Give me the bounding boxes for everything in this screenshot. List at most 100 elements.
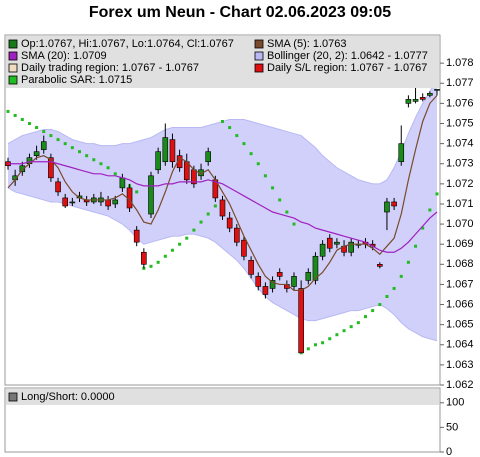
sar-dot: [149, 264, 153, 268]
candle-body: [376, 264, 383, 267]
candle-body: [305, 272, 312, 281]
candle-body: [412, 99, 419, 102]
legend-label: Long/Short: 0.0000: [21, 391, 115, 403]
candle-body: [69, 201, 76, 204]
candle-body: [169, 139, 176, 163]
sar-dot: [6, 109, 10, 113]
sar-dot: [35, 126, 39, 130]
candle-body: [234, 227, 240, 243]
sar-dot: [228, 126, 232, 130]
legend-swatch: [254, 63, 264, 73]
sar-dot: [163, 254, 167, 258]
sar-dot: [42, 130, 46, 134]
sar-dot: [249, 152, 253, 156]
sar-dot: [27, 122, 31, 126]
sar-dot: [113, 172, 117, 176]
sar-dot: [85, 154, 89, 158]
indicator-line: [8, 161, 438, 253]
legend-swatch: [8, 51, 18, 61]
legend-swatch: [254, 39, 264, 49]
legend-box: [6, 36, 439, 88]
sar-dot: [106, 166, 110, 170]
y-tick-label: 1.072: [446, 178, 474, 190]
sar-dot: [435, 192, 439, 196]
sar-dot: [135, 190, 139, 194]
sar-dot: [192, 228, 196, 232]
y-tick-label: 1.076: [446, 97, 474, 109]
y-tick-label: 1.074: [446, 138, 474, 150]
y-tick-label: 1.070: [446, 218, 474, 230]
sar-dot: [313, 343, 317, 347]
candle-body: [133, 229, 140, 243]
y-tick-label: 1.068: [446, 258, 474, 270]
y-tick-label: 1.064: [446, 339, 474, 351]
candle-body: [141, 251, 147, 265]
candle-body: [40, 141, 47, 150]
sar-dot: [156, 260, 160, 264]
sar-dot: [70, 146, 74, 150]
y-tick-label: 100: [446, 397, 464, 409]
legend-label: Bollinger (20, 2): 1.0642 - 1.0777: [267, 50, 428, 62]
sar-dot: [256, 162, 260, 166]
sar-dot: [221, 119, 224, 123]
sar-dot: [178, 242, 182, 246]
legend-box: [6, 389, 439, 405]
sar-dot: [92, 158, 96, 162]
legend-label: Op:1.0767, Hi:1.0767, Lo:1.0764, Cl:1.07…: [21, 38, 234, 50]
sar-dot: [335, 333, 339, 337]
legend-label: SMA (5): 1.0763: [267, 38, 347, 50]
sar-dot: [242, 142, 246, 146]
sar-dot: [328, 337, 332, 341]
y-tick-label: 1.062: [446, 379, 474, 391]
candle-body: [391, 201, 397, 207]
y-tick-label: 1.069: [446, 238, 474, 250]
sar-dot: [414, 244, 418, 248]
legend-swatch: [254, 51, 264, 61]
candle-body: [241, 239, 247, 257]
bollinger-lower: [7, 187, 438, 342]
candle-body: [348, 241, 355, 253]
sar-dot: [271, 186, 275, 190]
candle-body: [112, 199, 119, 205]
sar-dot: [342, 329, 346, 333]
sar-dot: [399, 274, 403, 278]
y-tick-label: 1.067: [446, 278, 474, 290]
y-tick-label: 0: [446, 446, 452, 457]
sar-dot: [170, 248, 174, 252]
sar-dot: [199, 220, 203, 224]
y-tick-label: 1.071: [446, 198, 474, 210]
candle-body: [19, 165, 26, 173]
legend-label: Daily S/L region: 1.0767 - 1.0767: [267, 62, 427, 74]
candle-body: [405, 99, 412, 104]
legend-swatch: [8, 63, 18, 73]
candle-body: [226, 217, 233, 229]
sar-dot: [78, 150, 81, 154]
candle-body: [155, 151, 161, 171]
candle-body: [298, 288, 304, 354]
y-tick-label: 1.063: [446, 359, 474, 371]
candle-body: [248, 259, 254, 275]
sar-dot: [421, 226, 425, 230]
y-tick-label: 1.073: [446, 158, 474, 170]
sar-dot: [235, 134, 239, 138]
candle-body: [55, 181, 61, 193]
legend-swatch: [8, 39, 18, 49]
sar-dot: [263, 174, 267, 178]
y-tick-label: 50: [446, 421, 458, 433]
sar-dot: [356, 321, 360, 325]
candle-body: [255, 276, 262, 287]
sar-dot: [99, 162, 103, 166]
sar-dot: [385, 294, 389, 298]
candle-body: [319, 243, 326, 257]
candle-body: [205, 151, 211, 163]
candle-body: [62, 197, 69, 207]
candle-body: [33, 151, 40, 156]
y-tick-label: 1.065: [446, 319, 474, 331]
sar-dot: [63, 142, 67, 146]
candle-body: [119, 177, 126, 189]
candle-body: [262, 286, 269, 295]
sar-dot: [285, 210, 289, 214]
y-tick-label: 1.077: [446, 77, 474, 89]
candle-body: [434, 89, 440, 91]
